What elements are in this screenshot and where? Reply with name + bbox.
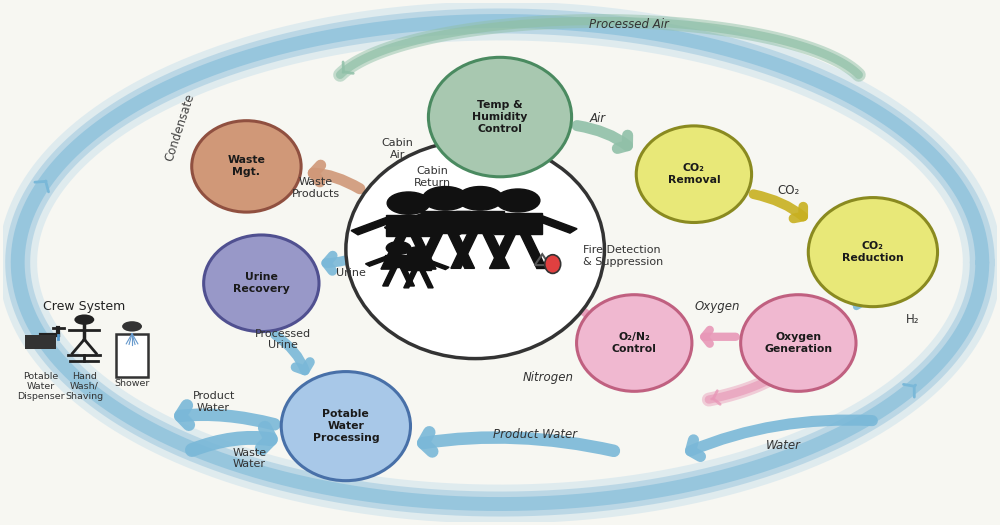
Bar — [25, 335, 56, 349]
Polygon shape — [351, 218, 392, 235]
Text: Processed
Urine: Processed Urine — [255, 329, 311, 350]
Text: CO₂: CO₂ — [777, 184, 800, 197]
Polygon shape — [448, 233, 475, 268]
Text: Processed Air: Processed Air — [589, 18, 669, 31]
Polygon shape — [459, 215, 501, 233]
Polygon shape — [494, 213, 542, 234]
Polygon shape — [404, 270, 417, 288]
Text: Urine
Recovery: Urine Recovery — [233, 272, 290, 295]
Circle shape — [407, 247, 430, 259]
Text: Crew System: Crew System — [43, 300, 125, 313]
Polygon shape — [534, 215, 577, 233]
Circle shape — [387, 192, 430, 214]
Bar — [116, 334, 148, 377]
Text: Cabin
Air: Cabin Air — [382, 139, 414, 160]
Text: Oxygen: Oxygen — [694, 300, 740, 313]
Text: Product Water: Product Water — [493, 428, 577, 442]
Ellipse shape — [192, 121, 301, 212]
Text: Waste
Products: Waste Products — [292, 177, 340, 199]
Polygon shape — [384, 214, 428, 232]
Circle shape — [386, 242, 411, 255]
Ellipse shape — [741, 295, 856, 391]
Text: Air: Air — [589, 112, 606, 124]
Text: H₂: H₂ — [906, 313, 919, 326]
Text: CO₂
Removal: CO₂ Removal — [668, 163, 720, 185]
Polygon shape — [366, 256, 389, 266]
Ellipse shape — [281, 372, 411, 481]
Circle shape — [122, 321, 142, 332]
Text: O₂/N₂
Control: O₂/N₂ Control — [612, 332, 657, 354]
Text: CO₂
Reduction: CO₂ Reduction — [842, 241, 904, 263]
Polygon shape — [420, 270, 433, 288]
Circle shape — [457, 186, 503, 210]
Ellipse shape — [346, 140, 604, 359]
Ellipse shape — [808, 197, 938, 307]
Text: Shower: Shower — [114, 380, 150, 388]
Text: Condensate: Condensate — [163, 92, 197, 163]
Polygon shape — [419, 214, 463, 232]
Polygon shape — [416, 233, 443, 268]
Text: Urine: Urine — [336, 268, 366, 278]
Polygon shape — [381, 236, 406, 269]
Ellipse shape — [636, 126, 752, 223]
Polygon shape — [520, 234, 546, 268]
Ellipse shape — [428, 57, 572, 177]
Text: Hand
Wash/
Shaving: Hand Wash/ Shaving — [65, 372, 103, 402]
Ellipse shape — [577, 295, 692, 391]
Polygon shape — [406, 259, 431, 270]
Text: Temp &
Humidity
Control: Temp & Humidity Control — [472, 100, 528, 134]
Polygon shape — [489, 234, 516, 268]
Polygon shape — [451, 233, 478, 268]
Text: Water: Water — [766, 439, 801, 452]
Text: Fire Detection
& Suppression: Fire Detection & Suppression — [583, 245, 663, 267]
Text: Waste
Mgt.: Waste Mgt. — [227, 155, 265, 177]
Polygon shape — [497, 214, 541, 232]
Text: Nitrogen: Nitrogen — [522, 371, 573, 384]
Circle shape — [496, 189, 540, 212]
Text: Potable
Water
Dispenser: Potable Water Dispenser — [17, 372, 64, 402]
Text: Oxygen
Generation: Oxygen Generation — [764, 332, 832, 354]
Polygon shape — [408, 256, 432, 266]
Ellipse shape — [545, 255, 561, 274]
Text: Cabin
Return: Cabin Return — [414, 166, 451, 187]
Polygon shape — [462, 214, 506, 232]
Polygon shape — [386, 215, 431, 236]
Circle shape — [423, 186, 468, 210]
Text: Waste
Water: Waste Water — [232, 447, 266, 469]
Polygon shape — [385, 255, 412, 267]
Polygon shape — [388, 260, 410, 269]
Polygon shape — [411, 236, 436, 269]
Ellipse shape — [204, 235, 319, 332]
Circle shape — [74, 314, 94, 325]
Text: Potable
Water
Processing: Potable Water Processing — [313, 409, 379, 443]
Polygon shape — [456, 211, 504, 233]
Text: Product
Water: Product Water — [192, 391, 235, 413]
Polygon shape — [427, 260, 449, 269]
Polygon shape — [425, 218, 466, 235]
Polygon shape — [400, 267, 414, 286]
Polygon shape — [383, 267, 397, 286]
Polygon shape — [483, 233, 509, 268]
Polygon shape — [421, 211, 470, 233]
